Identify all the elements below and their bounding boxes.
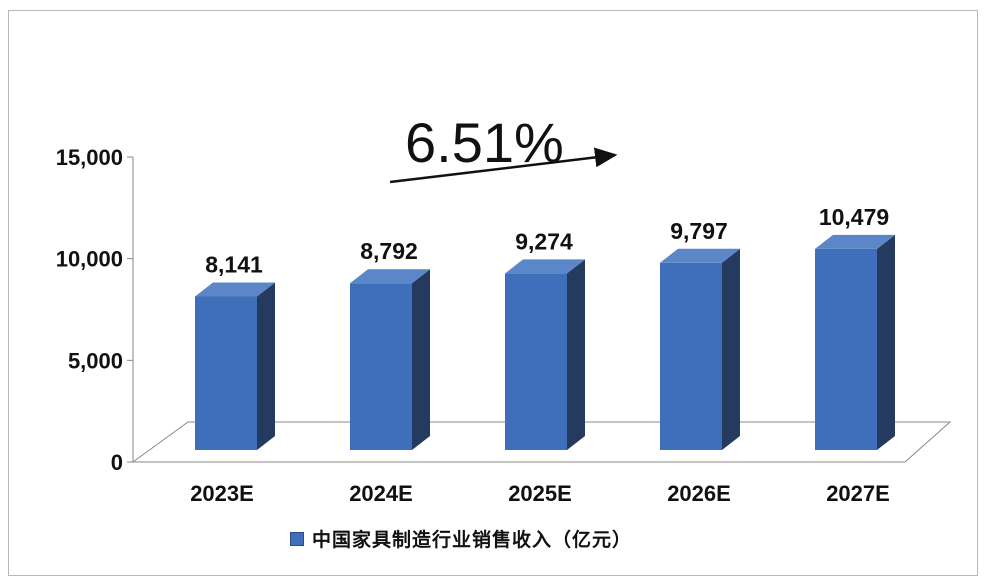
bar-2025E xyxy=(505,259,585,450)
legend: 中国家具制造行业销售收入（亿元） xyxy=(290,525,632,552)
bar-2026E xyxy=(660,248,740,450)
bar-top xyxy=(815,234,895,249)
y-tick-label: 15,000 xyxy=(56,145,123,170)
bar-side xyxy=(722,248,740,450)
y-tick-label: 0 xyxy=(111,450,123,475)
bar-top xyxy=(660,248,740,263)
x-tick-label: 2027E xyxy=(826,481,890,506)
y-tick-label: 5,000 xyxy=(68,348,123,373)
bar-front xyxy=(505,273,567,450)
legend-swatch xyxy=(290,531,304,546)
bar-top xyxy=(350,269,430,284)
bar-value-label: 10,479 xyxy=(819,204,889,230)
bar-front xyxy=(815,248,877,450)
x-tick-label: 2025E xyxy=(508,481,572,506)
growth-rate-label: 6.51% xyxy=(405,111,564,174)
bar-top xyxy=(195,282,275,297)
y-tick-label: 10,000 xyxy=(56,247,123,272)
x-tick-label: 2026E xyxy=(667,481,731,506)
bar-value-label: 9,274 xyxy=(515,228,573,254)
x-tick-label: 2024E xyxy=(349,481,413,506)
bar-side xyxy=(257,282,275,450)
bar-value-label: 9,797 xyxy=(670,218,728,244)
bar-front xyxy=(195,296,257,450)
legend-label: 中国家具制造行业销售收入（亿元） xyxy=(312,529,633,551)
bar-top xyxy=(505,259,585,274)
bar-value-label: 8,792 xyxy=(360,238,418,264)
bar-value-label: 8,141 xyxy=(205,251,263,277)
bar-side xyxy=(567,259,585,450)
bar-side xyxy=(877,234,895,450)
bar-front xyxy=(660,262,722,450)
growth-arrow xyxy=(389,147,618,184)
bar-2024E xyxy=(350,269,430,450)
bar-2027E xyxy=(815,234,895,450)
bar-2023E xyxy=(195,282,275,450)
x-tick-label: 2023E xyxy=(190,481,254,506)
bar-side xyxy=(412,269,430,450)
bar-front xyxy=(350,283,412,450)
